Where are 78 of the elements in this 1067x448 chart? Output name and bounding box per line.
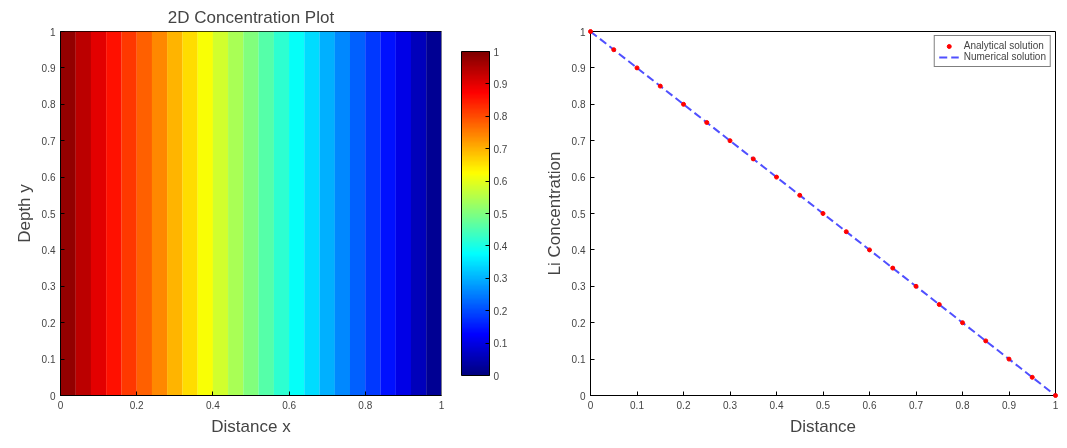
- color-bar-label: 1: [493, 46, 500, 58]
- y-tick-label: 0.8: [41, 99, 56, 111]
- color-bar-label: 0.3: [493, 273, 508, 285]
- y-tick-label: 0.9: [41, 62, 56, 74]
- x-tick-label: 0.8: [955, 399, 970, 411]
- x-tick-label: 0.8: [358, 399, 373, 411]
- x-tick-label: 0.9: [1002, 399, 1017, 411]
- y-tick-label: 0.1: [571, 354, 586, 366]
- x-tick-label: 0: [57, 399, 64, 411]
- x-tick-label: 0.4: [769, 399, 784, 411]
- point: [750, 156, 756, 162]
- x-tick-label: 0.6: [282, 399, 297, 411]
- point: [727, 138, 733, 144]
- point: [960, 320, 965, 326]
- point: [588, 29, 593, 34]
- y-tick-label: 0.7: [41, 135, 56, 147]
- point: [657, 83, 663, 89]
- point: [634, 65, 640, 71]
- x-tick-label: 0.3: [723, 399, 738, 411]
- point: [820, 211, 826, 216]
- y-tick-label: 0.9: [571, 62, 586, 74]
- legend-label: Analytical solution: [963, 40, 1044, 51]
- color-bar-label: 0.5: [493, 208, 508, 220]
- y-axis-title: Li Concentration: [544, 151, 564, 276]
- x-tick-label: 0.7: [909, 399, 924, 411]
- y-tick-label: 0.3: [571, 281, 586, 293]
- x-tick-label: 0.4: [205, 399, 221, 411]
- color-bar-label: 0.6: [493, 176, 508, 188]
- color-bar-label: 0.9: [493, 78, 508, 90]
- x-tick-label: 0.2: [129, 399, 145, 411]
- point: [843, 229, 849, 235]
- point: [1053, 393, 1058, 398]
- color-bar-label: 0.7: [493, 143, 508, 155]
- legend-label: Numerical solution: [963, 51, 1046, 62]
- color-bar-label: 0.8: [493, 111, 508, 123]
- color-bar-label: 0.4: [493, 240, 508, 252]
- y-tick-label: 0.6: [571, 172, 586, 184]
- point: [890, 265, 896, 271]
- y-tick-label: 0.1: [41, 354, 56, 366]
- y-tick-label: 0.4: [571, 244, 586, 256]
- point: [913, 283, 919, 289]
- y-axis-title: Depth y: [14, 183, 34, 243]
- point: [681, 101, 686, 107]
- x-tick-label: 0.2: [676, 399, 691, 411]
- point: [611, 47, 617, 53]
- point: [1006, 356, 1012, 362]
- y-tick-label: 0.2: [571, 317, 586, 329]
- y-tick-label: 1: [579, 26, 586, 38]
- point: [797, 192, 803, 198]
- y-tick-label: 1: [49, 26, 56, 38]
- chart-title: 2D Concentration Plot: [167, 7, 335, 27]
- y-tick-label: 0.6: [41, 172, 56, 184]
- color-bar-label: 0.1: [493, 338, 508, 350]
- point: [983, 338, 989, 344]
- y-tick-label: 0.4: [41, 244, 56, 256]
- y-tick-label: 0.5: [571, 208, 586, 220]
- y-tick-label: 0: [579, 390, 586, 402]
- point: [936, 302, 942, 307]
- color-bar-label: 0.2: [493, 305, 508, 317]
- x-axis-title: Distance x: [211, 416, 292, 436]
- x-tick-label: 0: [587, 399, 594, 411]
- y-tick-label: 0: [49, 390, 56, 402]
- x-tick-label: 0.6: [862, 399, 877, 411]
- x-tick-label: 0.1: [630, 399, 645, 411]
- point: [867, 247, 872, 253]
- x-tick-label: 1: [1052, 399, 1059, 411]
- y-tick-label: 0.5: [41, 208, 56, 220]
- y-tick-label: 0.2: [41, 317, 56, 329]
- point: [704, 120, 710, 125]
- color-bar-label: 0: [493, 370, 500, 382]
- x-axis-title: Distance: [789, 416, 857, 436]
- point: [774, 174, 779, 180]
- y-tick-label: 0.8: [571, 99, 586, 111]
- x-tick-label: 1: [438, 399, 445, 411]
- y-tick-label: 0.7: [571, 135, 586, 147]
- y-tick-label: 0.3: [41, 281, 56, 293]
- x-tick-label: 0.5: [816, 399, 831, 411]
- point: [1029, 374, 1035, 380]
